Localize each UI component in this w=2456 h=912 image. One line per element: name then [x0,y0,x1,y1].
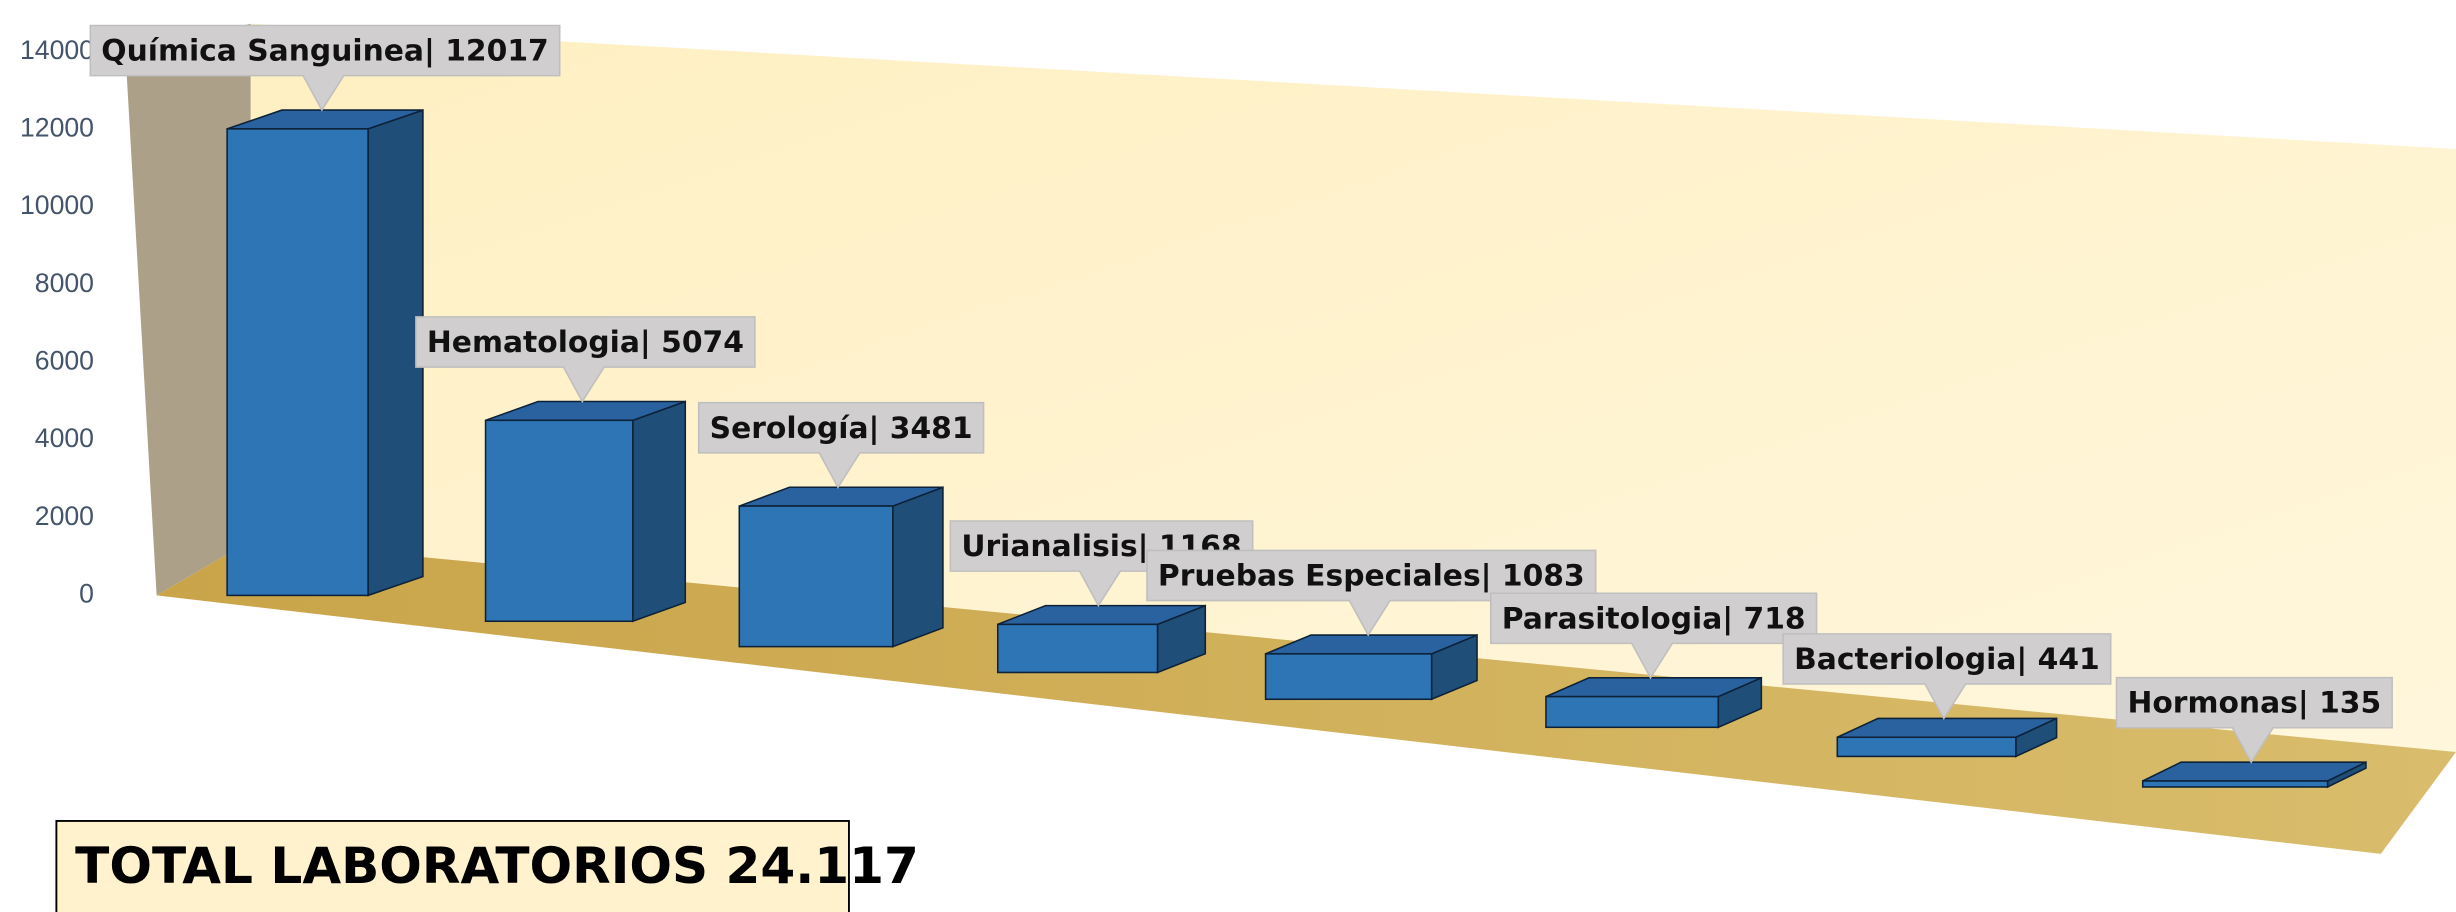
bar-top [1836,717,2057,739]
callout [415,316,756,404]
total-annotation: TOTAL LABORATORIOS 24.117 [75,836,919,895]
y-tick-label: 4000 [35,423,94,453]
y-tick-label: 2000 [35,501,94,531]
side-wall [125,23,251,596]
bar [226,128,369,597]
total-box [55,820,850,912]
data-label: Química Sanguinea| 12017 [101,34,548,69]
bar-side [632,400,687,623]
bar [484,419,634,623]
callout [1489,592,1818,680]
y-tick-label: 0 [79,578,94,608]
bar [738,505,894,648]
bar [2141,780,2329,788]
y-tick-label: 10000 [20,190,94,220]
data-label: Parasitologia| 718 [1502,601,1806,636]
data-label: Pruebas Especiales| 1083 [1158,559,1585,594]
y-tick-label: 6000 [35,345,94,375]
callout [697,401,985,489]
y-tick-label: 12000 [20,113,94,143]
callout [949,520,1254,608]
data-label: Hematologia| 5074 [427,325,744,360]
bar [1836,736,2017,758]
bar-side [367,108,424,597]
data-label: Hormonas| 135 [2127,686,2381,721]
bar [1264,653,1433,701]
bar-top [2142,761,2367,782]
callout [1782,633,2112,720]
data-label: Serología| 3481 [710,411,973,446]
y-tick-label: 14000 [20,35,94,65]
y-tick-label: 8000 [35,268,94,298]
data-label: Bacteriologia| 441 [1794,642,2100,677]
bar [996,623,1159,674]
callout [89,24,561,112]
bar-side [892,486,944,648]
callout [2115,676,2393,764]
bar [1545,695,1720,729]
callout [1146,549,1597,637]
